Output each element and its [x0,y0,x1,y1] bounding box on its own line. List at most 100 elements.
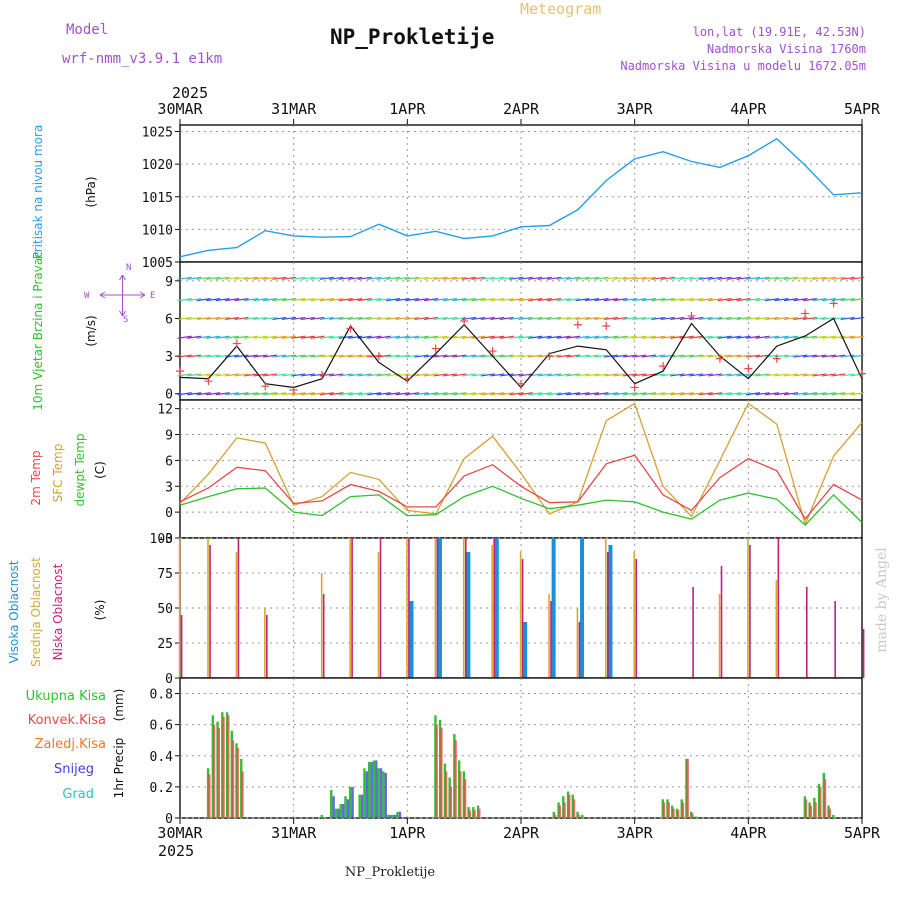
precip-bar [365,771,369,818]
wind-arrow [480,316,495,321]
wind-arrow [310,335,325,339]
wind-arrow [670,276,685,280]
wind-arrow [338,298,353,302]
pressure-ylabel: Pritisak na nivou mora [31,125,45,260]
wind-compass-e: E [150,291,155,301]
precip-bar [463,779,467,818]
precip-bar [211,715,215,818]
legend-ukupna-kisa: Ukupna Kisa [26,689,106,704]
top-time-axis: 2025 30MAR 31MAR 1APR 2APR 3APR 4APR 5APR [157,84,881,125]
wind-arrow [338,373,353,377]
precip-bar [339,804,342,818]
precip-bar [553,814,557,818]
wind-arrow [386,335,401,339]
wind-arrow [234,276,249,280]
ytick-label: 6 [165,454,173,469]
wind-arrow [736,298,751,302]
wind-arrow [556,335,571,339]
wind-arrow [433,335,448,339]
wind-arrow [367,298,382,302]
precip-bar [459,771,462,818]
dewpt-temp-line [179,485,863,527]
wind-arrow [603,298,619,302]
wind-arrow [537,373,552,377]
wind-arrow [831,354,846,358]
panel-precip: 0 0.2 0.4 0.6 0.8 [150,677,863,827]
wind-arrow [660,373,675,377]
wind-arrow [243,335,259,339]
wind-arrow [679,392,694,396]
wind-arrow [490,373,505,377]
wind-arrow [821,354,836,358]
wind-arrow [528,354,543,358]
wind-arrow [177,392,192,396]
wind-arrow [774,373,789,377]
wind-arrow [206,276,221,280]
wind-arrow [423,335,439,339]
wind-arrow [215,276,230,280]
cloud-bar [578,622,581,678]
wind-arrow [698,335,713,339]
wind-arrow [376,316,391,321]
wind-arrow [632,392,647,396]
wind-arrow [215,392,230,396]
wind-arrow [594,373,609,377]
wind-arrow [850,354,865,358]
cloud-bar [322,594,325,678]
wind-arrow [660,392,675,396]
wind-arrow [641,276,656,280]
wind-arrow [300,298,315,302]
wind-gust-marker [858,369,866,378]
wind-arrow [395,276,410,280]
wind-arrow [509,276,524,280]
wind-arrow [357,276,372,280]
precip-bar [819,786,822,818]
bottom-date-label: 31MAR [271,824,317,842]
precip-bar [236,748,239,818]
station-title: NP_Prokletije [330,25,494,49]
wind-arrow [774,316,789,321]
wind-arrow [386,316,401,321]
pressure-ylabel-group: Pritisak na nivou mora (hPa) [31,125,98,260]
ytick-label: 6 [165,312,173,327]
wind-arrow [338,392,353,396]
wind-arrow [243,354,259,358]
wind-arrow [840,354,855,358]
temp-ylabel-2m: 2m Temp [29,450,43,505]
wind-arrow [300,373,315,377]
wind-arrow [395,392,410,396]
wind-arrow [518,298,533,302]
wind-arrow [206,316,221,321]
wind-arrow [689,373,704,377]
wind-arrow [187,373,202,377]
cloud-bar [207,538,209,678]
wind-arrow [206,392,221,396]
cloud-bar [209,545,211,678]
wind-arrow [367,276,382,280]
wind-arrow [528,392,543,396]
wind-arrow [717,373,732,377]
wind-arrow [783,298,799,302]
cloud-bar [436,538,439,678]
wind-arrow [812,354,827,358]
wind-arrow [404,298,420,302]
wind-arrow [651,316,666,321]
precip-bar [577,814,580,818]
wind-arrow [641,335,656,339]
wind-arrow [433,373,448,377]
wind-arrow [708,335,723,339]
wind-arrow [736,392,751,396]
wind-arrow [603,392,619,396]
wind-arrow [745,276,761,280]
precip-bar [809,805,813,818]
precip-bar [568,794,571,818]
legend-konvek-kisa: Konvek.Kisa [28,713,106,728]
cloud-bar [633,552,636,678]
wind-arrow [452,392,467,396]
wind-arrow [689,335,704,339]
bottom-date-label: 3APR [617,824,654,842]
precip-bar [386,814,390,818]
precip-bar [462,771,466,818]
temp-ylabel-group: 2m Temp SFC Temp dewpt Temp (C) [29,434,107,507]
wind-arrow [206,373,221,377]
